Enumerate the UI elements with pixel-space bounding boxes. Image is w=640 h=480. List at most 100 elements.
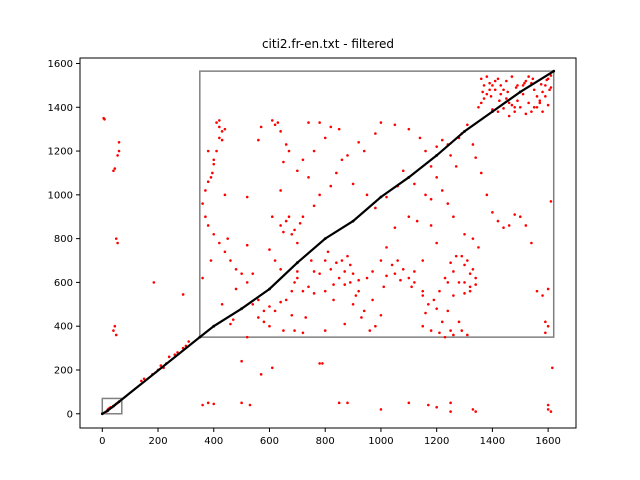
plot-area (100, 69, 556, 416)
filtered-point (326, 250, 330, 254)
x-tick-label: 1400 (480, 436, 505, 447)
filtered-point (506, 90, 510, 94)
filtered-point (259, 125, 263, 129)
filtered-point (218, 136, 221, 140)
filtered-point (449, 410, 452, 413)
filtered-point (284, 219, 288, 223)
filtered-point (116, 241, 119, 245)
filtered-point (357, 289, 360, 293)
filtered-point (407, 127, 411, 131)
filtered-point (546, 403, 550, 407)
filtered-point (446, 281, 450, 284)
filtered-point (307, 121, 310, 124)
filtered-point (262, 309, 266, 313)
filtered-point (268, 324, 271, 328)
filtered-point (530, 241, 533, 245)
filtered-point (240, 272, 243, 275)
filtered-point (532, 88, 536, 92)
filtered-point (282, 160, 285, 164)
filtered-point (287, 149, 291, 153)
y-tick-label: 800 (54, 234, 73, 245)
alignment-point (268, 287, 271, 291)
filtered-point (245, 195, 249, 199)
filtered-point (248, 403, 252, 407)
filtered-point (424, 149, 427, 153)
filtered-point (337, 401, 341, 405)
filtered-point (209, 259, 213, 262)
filtered-point (114, 333, 118, 337)
filtered-point (449, 154, 452, 157)
filtered-point (510, 103, 514, 107)
alignment-point (518, 90, 522, 94)
filtered-point (549, 74, 553, 77)
filtered-point (530, 110, 533, 113)
filtered-point (340, 158, 344, 162)
y-tick-label: 400 (54, 322, 73, 333)
filtered-point (523, 81, 526, 85)
filtered-point (312, 204, 316, 208)
filtered-point (298, 221, 302, 225)
filtered-point (440, 320, 444, 324)
filtered-point (454, 254, 458, 258)
filtered-point (485, 92, 489, 96)
filtered-point (527, 101, 530, 105)
filtered-point (112, 169, 115, 173)
filtered-point (410, 285, 413, 289)
filtered-point (421, 259, 425, 262)
filtered-point (551, 366, 554, 370)
filtered-point (282, 230, 285, 234)
filtered-point (329, 184, 333, 188)
filtered-point (413, 182, 416, 186)
filtered-point (460, 254, 464, 258)
filtered-point (240, 401, 243, 405)
filtered-point (548, 88, 551, 92)
y-tick-label: 600 (54, 278, 73, 289)
filtered-point (435, 307, 438, 310)
filtered-point (468, 289, 472, 293)
filtered-point (429, 165, 433, 168)
filtered-point (218, 119, 221, 122)
alignment-point (463, 129, 466, 133)
filtered-point (304, 316, 308, 319)
filtered-point (223, 127, 227, 131)
filtered-point (538, 101, 542, 105)
filtered-point (514, 86, 518, 89)
filtered-point (407, 401, 411, 405)
filtered-point (212, 162, 216, 166)
alignment-path-line (101, 70, 555, 415)
filtered-point (223, 250, 227, 254)
filtered-point (318, 193, 321, 197)
filtered-point (140, 379, 143, 383)
filtered-point (142, 377, 146, 381)
filtered-point (421, 289, 425, 293)
alignment-point (351, 219, 355, 223)
filtered-point (206, 224, 210, 227)
filtered-point (438, 289, 441, 293)
filtered-point (440, 189, 444, 192)
filtered-point (354, 294, 358, 297)
filtered-point (507, 114, 511, 118)
filtered-point (374, 132, 377, 135)
filtered-point (371, 298, 374, 302)
filtered-point (507, 101, 511, 105)
filtered-point (435, 405, 438, 409)
filtered-point (113, 167, 117, 170)
filtered-point (312, 292, 316, 295)
filtered-point (116, 154, 119, 157)
filtered-point (463, 281, 466, 284)
filtered-point (357, 140, 360, 144)
filtered-point (502, 107, 505, 110)
filtered-point (546, 287, 550, 291)
filtered-point (463, 292, 466, 295)
filtered-point (457, 281, 461, 284)
filtered-point (407, 215, 411, 219)
filtered-point (421, 324, 425, 328)
filtered-point (479, 77, 483, 81)
filtered-point (209, 176, 213, 179)
filtered-point (385, 246, 388, 249)
filtered-point (535, 289, 539, 293)
filtered-point (544, 84, 547, 87)
filtered-point (293, 329, 296, 332)
filtered-point (220, 130, 224, 133)
filtered-point (279, 267, 282, 271)
